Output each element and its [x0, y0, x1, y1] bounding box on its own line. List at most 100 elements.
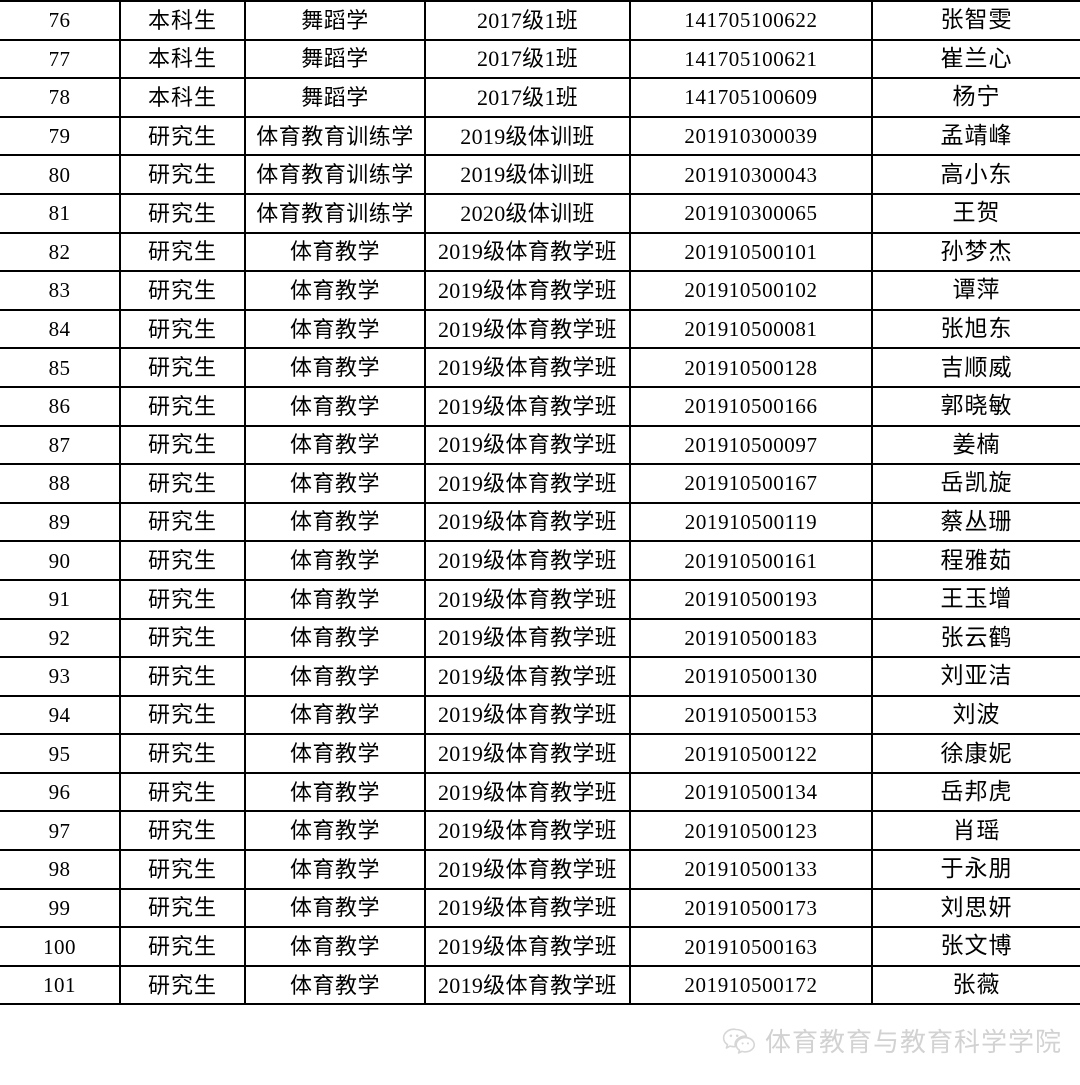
cell-sequence: 79 [0, 115, 121, 157]
cell-sequence: 99 [0, 887, 121, 929]
cell-student-id: 141705100621 [629, 38, 873, 80]
cell-sequence: 97 [0, 810, 121, 852]
table-row: 82 研究生 体育教学 2019级体育教学班 201910500101 孙梦杰 [0, 231, 1080, 273]
cell-name: 张文博 [871, 926, 1080, 967]
cell-level: 研究生 [119, 192, 246, 234]
cell-student-id: 201910500193 [629, 578, 873, 620]
cell-major: 体育教学 [244, 926, 426, 967]
cell-level: 研究生 [119, 617, 246, 659]
cell-class: 2017级1班 [424, 38, 631, 80]
cell-level: 研究生 [119, 463, 246, 504]
cell-name: 崔兰心 [871, 38, 1080, 80]
cell-major: 体育教学 [244, 540, 426, 581]
cell-sequence: 88 [0, 463, 121, 504]
cell-level: 研究生 [119, 810, 246, 852]
cell-major: 体育教学 [244, 694, 426, 736]
cell-major: 体育教学 [244, 501, 426, 543]
cell-student-id: 141705100622 [629, 0, 873, 41]
cell-student-id: 201910500173 [629, 887, 873, 929]
cell-student-id: 201910500123 [629, 810, 873, 852]
cell-class: 2019级体育教学班 [424, 733, 631, 774]
cell-class: 2019级体育教学班 [424, 694, 631, 736]
table-row: 91 研究生 体育教学 2019级体育教学班 201910500193 王玉增 [0, 578, 1080, 620]
cell-sequence: 101 [0, 964, 121, 1006]
cell-class: 2019级体育教学班 [424, 578, 631, 620]
cell-sequence: 83 [0, 270, 121, 311]
cell-name: 张旭东 [871, 308, 1080, 350]
cell-name: 孙梦杰 [871, 231, 1080, 273]
cell-sequence: 80 [0, 154, 121, 195]
wechat-account-name: 体育教育与教育科学学院 [764, 1027, 1062, 1057]
cell-level: 研究生 [119, 887, 246, 929]
cell-class: 2019级体育教学班 [424, 463, 631, 504]
cell-sequence: 98 [0, 849, 121, 890]
cell-sequence: 91 [0, 578, 121, 620]
cell-class: 2019级体育教学班 [424, 424, 631, 466]
cell-sequence: 94 [0, 694, 121, 736]
cell-major: 体育教学 [244, 347, 426, 388]
cell-major: 体育教学 [244, 463, 426, 504]
cell-name: 徐康妮 [871, 733, 1080, 774]
cell-major: 舞蹈学 [244, 77, 426, 118]
cell-name: 郭晓敏 [871, 385, 1080, 427]
cell-major: 体育教育训练学 [244, 115, 426, 157]
table-row: 99 研究生 体育教学 2019级体育教学班 201910500173 刘思妍 [0, 887, 1080, 929]
cell-name: 程雅茹 [871, 540, 1080, 581]
cell-student-id: 201910300043 [629, 154, 873, 195]
cell-major: 体育教学 [244, 887, 426, 929]
cell-class: 2019级体育教学班 [424, 849, 631, 890]
cell-student-id: 201910500153 [629, 694, 873, 736]
cell-class: 2019级体育教学班 [424, 385, 631, 427]
cell-student-id: 201910500128 [629, 347, 873, 388]
table-row: 89 研究生 体育教学 2019级体育教学班 201910500119 蔡丛珊 [0, 501, 1080, 543]
cell-name: 王贺 [871, 192, 1080, 234]
cell-major: 体育教学 [244, 231, 426, 273]
cell-sequence: 100 [0, 926, 121, 967]
cell-student-id: 201910500183 [629, 617, 873, 659]
cell-name: 谭萍 [871, 270, 1080, 311]
cell-student-id: 141705100609 [629, 77, 873, 118]
cell-sequence: 90 [0, 540, 121, 581]
cell-name: 孟靖峰 [871, 115, 1080, 157]
cell-class: 2017级1班 [424, 0, 631, 41]
cell-student-id: 201910500172 [629, 964, 873, 1006]
cell-name: 高小东 [871, 154, 1080, 195]
cell-sequence: 85 [0, 347, 121, 388]
cell-class: 2019级体育教学班 [424, 964, 631, 1006]
cell-level: 研究生 [119, 347, 246, 388]
table-row: 94 研究生 体育教学 2019级体育教学班 201910500153 刘波 [0, 694, 1080, 736]
cell-level: 研究生 [119, 540, 246, 581]
cell-level: 研究生 [119, 424, 246, 466]
cell-level: 研究生 [119, 849, 246, 890]
cell-student-id: 201910500167 [629, 463, 873, 504]
cell-class: 2019级体育教学班 [424, 656, 631, 697]
cell-sequence: 96 [0, 771, 121, 813]
cell-name: 刘波 [871, 694, 1080, 736]
cell-major: 体育教育训练学 [244, 154, 426, 195]
cell-class: 2019级体育教学班 [424, 540, 631, 581]
cell-name: 张云鹤 [871, 617, 1080, 659]
cell-student-id: 201910500119 [629, 501, 873, 543]
cell-sequence: 76 [0, 0, 121, 41]
cell-level: 本科生 [119, 77, 246, 118]
cell-student-id: 201910500102 [629, 270, 873, 311]
cell-major: 体育教学 [244, 849, 426, 890]
cell-class: 2019级体育教学班 [424, 308, 631, 350]
cell-level: 研究生 [119, 308, 246, 350]
cell-class: 2019级体育教学班 [424, 887, 631, 929]
cell-student-id: 201910500161 [629, 540, 873, 581]
table-row: 76 本科生 舞蹈学 2017级1班 141705100622 张智雯 [0, 0, 1080, 41]
cell-sequence: 92 [0, 617, 121, 659]
table-row: 88 研究生 体育教学 2019级体育教学班 201910500167 岳凯旋 [0, 463, 1080, 504]
table-top-clipped-rule [0, 0, 1080, 2]
cell-student-id: 201910300065 [629, 192, 873, 234]
cell-class: 2019级体育教学班 [424, 926, 631, 967]
cell-name: 王玉增 [871, 578, 1080, 620]
cell-major: 体育教学 [244, 810, 426, 852]
cell-name: 刘思妍 [871, 887, 1080, 929]
cell-major: 体育教学 [244, 385, 426, 427]
cell-class: 2019级体育教学班 [424, 810, 631, 852]
cell-major: 体育教学 [244, 270, 426, 311]
cell-major: 体育教学 [244, 424, 426, 466]
